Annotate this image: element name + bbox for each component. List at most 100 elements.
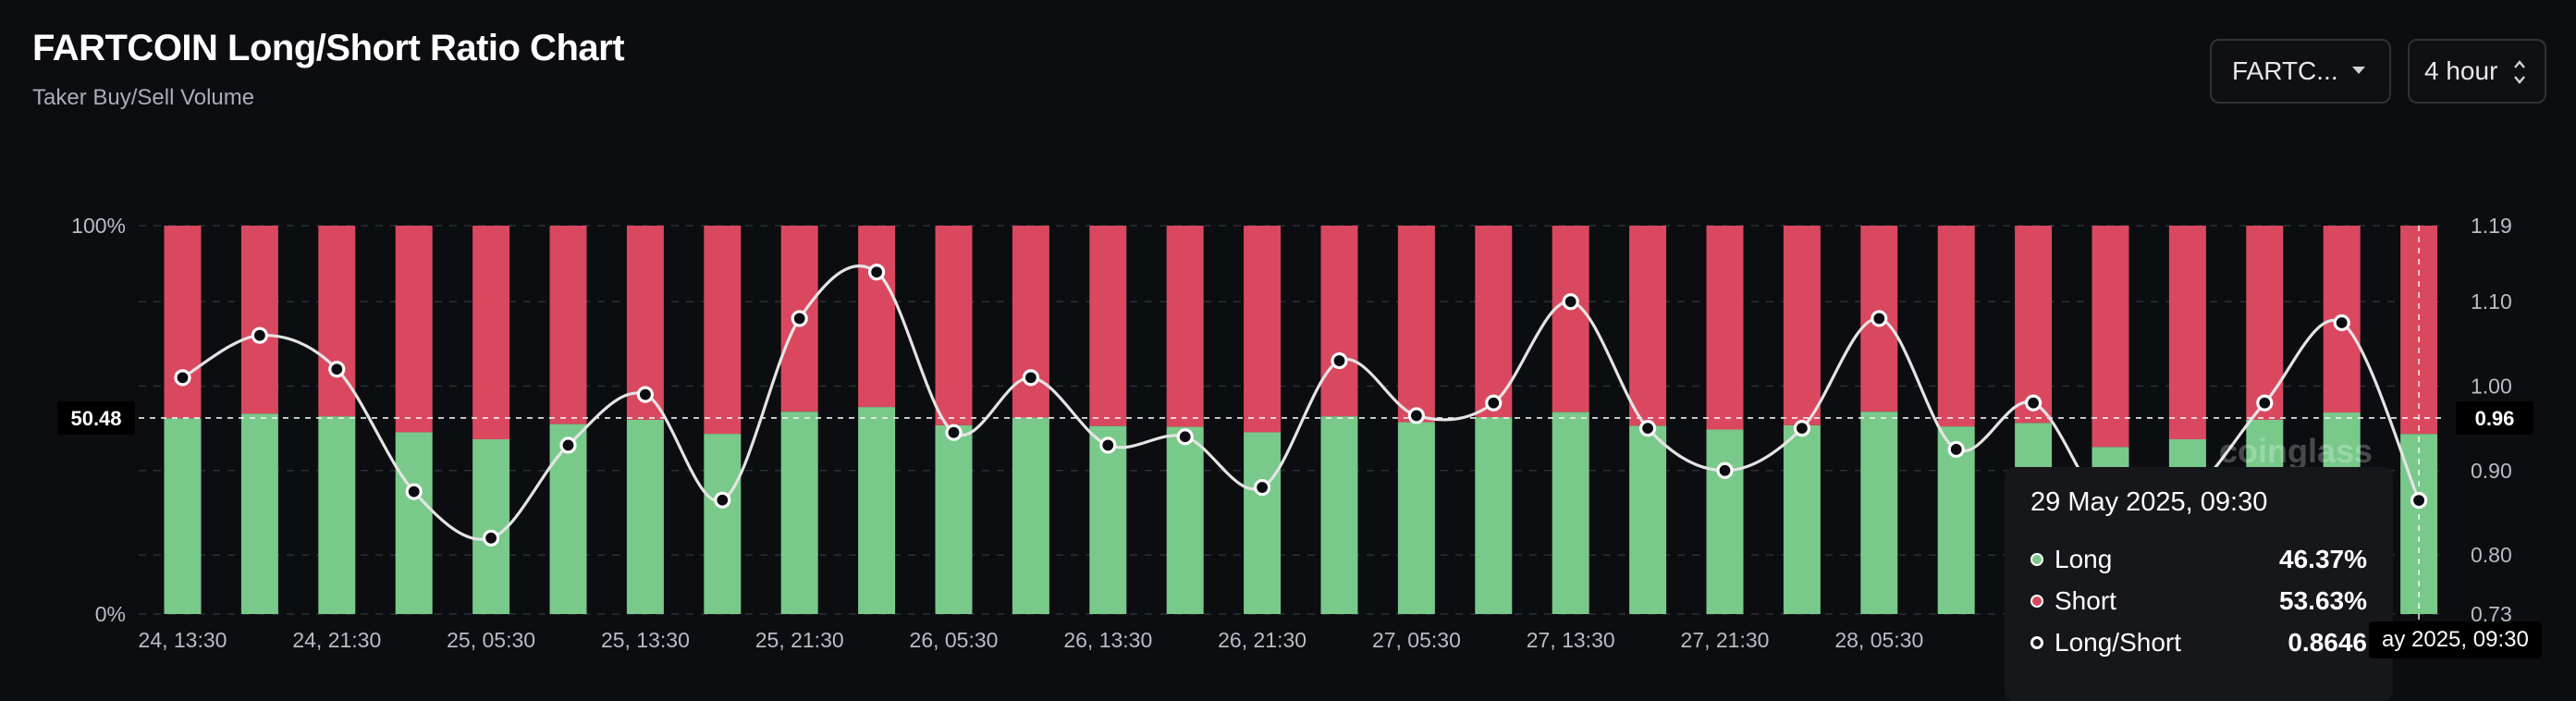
crosshair-x-label: ay 2025, 09:30 xyxy=(2369,621,2542,658)
x-tick-label: 25, 13:30 xyxy=(601,628,690,652)
short-bar xyxy=(1166,226,1204,427)
long-bar xyxy=(1166,426,1204,614)
x-tick-label: 26, 21:30 xyxy=(1218,628,1306,652)
y-right-tick-label: 1.00 xyxy=(2471,374,2512,398)
ratio-point xyxy=(174,369,191,387)
page-subtitle: Taker Buy/Sell Volume xyxy=(32,85,255,110)
short-bar xyxy=(1244,226,1282,433)
y-right-tick-label: 0.80 xyxy=(2471,543,2512,567)
long-bar xyxy=(549,424,587,614)
long-bar xyxy=(240,413,278,614)
tooltip-row-ratio: Long/Short 0.8646 xyxy=(2030,621,2367,663)
tooltip-value: 46.37% xyxy=(2279,544,2367,573)
short-bar xyxy=(935,226,973,425)
ratio-point xyxy=(1022,369,1040,387)
y-left-tick-label: 0% xyxy=(95,602,126,626)
tooltip-label: Short xyxy=(2055,585,2116,615)
short-bar xyxy=(2091,226,2129,448)
long-bar xyxy=(1475,417,1513,614)
y-right-tick-label: 1.10 xyxy=(2471,289,2512,314)
short-bar xyxy=(858,226,896,408)
short-bar xyxy=(1397,226,1435,423)
y-left-current-badge xyxy=(57,400,135,435)
ratio-point xyxy=(1793,420,1811,437)
chevron-down-icon xyxy=(2352,67,2365,74)
ratio-dot-icon xyxy=(2030,635,2043,649)
long-bar xyxy=(1860,412,1898,614)
tooltip-row-long: Long 46.37% xyxy=(2030,538,2367,580)
ratio-point xyxy=(945,424,963,441)
long-bar xyxy=(780,412,818,614)
ratio-line xyxy=(181,264,2421,541)
x-tick-label: 27, 05:30 xyxy=(1372,628,1461,652)
x-tick-label: 24, 21:30 xyxy=(292,628,381,652)
tooltip-label: Long xyxy=(2055,544,2113,573)
tooltip-value: 0.8646 xyxy=(2288,627,2367,657)
short-bar xyxy=(395,226,433,433)
short-bar xyxy=(472,226,510,439)
watermark-logo: coinglass xyxy=(2219,432,2373,470)
ratio-point xyxy=(1716,461,1734,479)
ratio-point xyxy=(1176,428,1194,446)
short-bar xyxy=(2015,226,2053,424)
long-bar xyxy=(1320,416,1358,614)
long-dot-icon xyxy=(2030,552,2043,566)
short-bar xyxy=(240,226,278,414)
ratio-point xyxy=(2410,492,2428,510)
short-bar xyxy=(1629,226,1667,426)
ratio-point xyxy=(1253,478,1271,497)
y-right-current-label: 0.96 xyxy=(2475,407,2515,430)
short-bar xyxy=(2168,226,2206,439)
x-tick-label: 26, 05:30 xyxy=(910,628,999,652)
short-bar xyxy=(164,226,202,419)
short-bar xyxy=(2246,226,2284,420)
ratio-point xyxy=(1485,394,1503,412)
long-bar xyxy=(935,424,973,614)
ratio-point xyxy=(2333,314,2350,332)
y-right-tick-label: 1.19 xyxy=(2471,214,2512,238)
long-bar xyxy=(318,416,356,614)
long-bar xyxy=(1397,422,1435,614)
ratio-point xyxy=(251,326,268,344)
long-bar xyxy=(472,439,510,614)
tooltip-date: 29 May 2025, 09:30 xyxy=(2030,487,2268,517)
tooltip-label: Long/Short xyxy=(2055,627,2181,657)
interval-select-value: 4 hour xyxy=(2424,56,2498,85)
long-bar xyxy=(1783,424,1821,614)
short-bar xyxy=(1783,226,1821,425)
long-bar xyxy=(1012,417,1049,614)
x-tick-label: 24, 13:30 xyxy=(139,628,227,652)
y-left-current-label: 50.48 xyxy=(70,407,121,430)
long-bar xyxy=(858,407,896,614)
ratio-point xyxy=(1638,420,1657,437)
x-tick-label: 25, 21:30 xyxy=(755,628,844,652)
tooltip-value: 53.63% xyxy=(2279,585,2367,615)
long-bar xyxy=(1089,425,1127,614)
ratio-point xyxy=(1331,351,1348,370)
y-right-current-badge xyxy=(2456,400,2533,435)
ratio-point xyxy=(791,310,808,327)
x-tick-label: 25, 05:30 xyxy=(447,628,535,652)
short-bar xyxy=(1475,226,1513,418)
short-bar xyxy=(1552,226,1589,412)
ratio-point xyxy=(1099,437,1117,454)
interval-select[interactable]: 4 hour xyxy=(2408,39,2546,104)
ratio-point xyxy=(405,483,423,500)
x-tick-label: 27, 13:30 xyxy=(1527,628,1615,652)
long-bar xyxy=(704,434,742,614)
short-bar xyxy=(1089,226,1127,426)
ratio-point xyxy=(1562,293,1579,311)
chart-tooltip: 29 May 2025, 09:30 Long 46.37% Short 53.… xyxy=(2005,467,2393,701)
ratio-point xyxy=(559,437,577,454)
short-bar xyxy=(1706,226,1744,430)
symbol-select[interactable]: FARTC... xyxy=(2210,39,2391,104)
ratio-point xyxy=(1871,310,1888,327)
x-tick-label: 27, 21:30 xyxy=(1681,628,1770,652)
ratio-point xyxy=(1947,440,1965,459)
up-down-chevron-icon xyxy=(2514,60,2525,84)
long-bar xyxy=(626,420,664,614)
short-dot-icon xyxy=(2030,594,2043,608)
long-bar xyxy=(395,432,433,614)
long-bar xyxy=(1629,425,1667,614)
ratio-point xyxy=(867,264,886,281)
